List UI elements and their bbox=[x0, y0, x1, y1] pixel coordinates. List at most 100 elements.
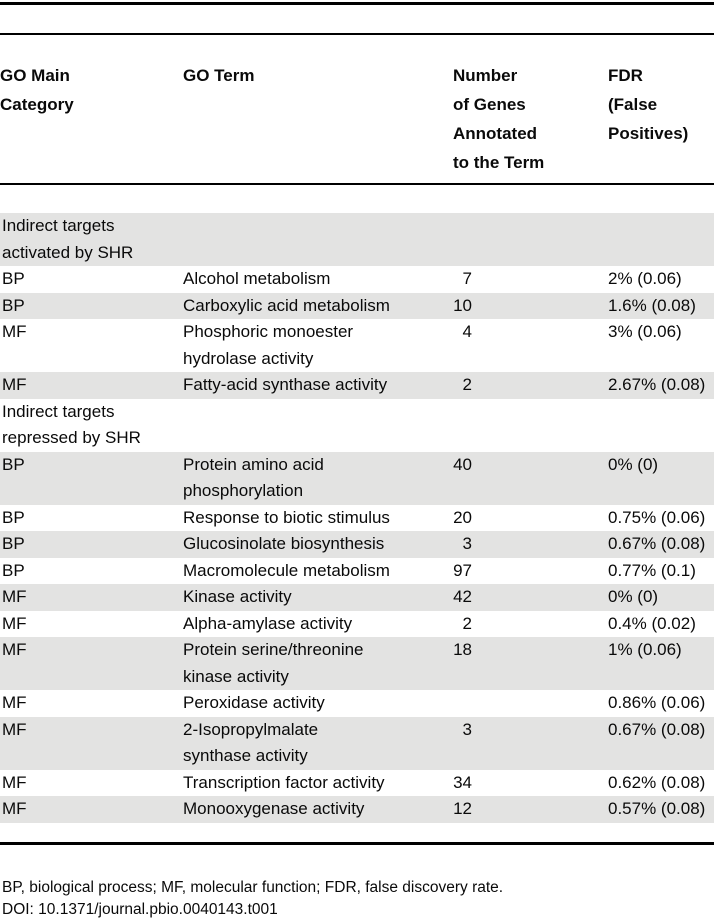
cell-category: BP bbox=[2, 560, 25, 580]
table-row: MF Protein serine/threonine kinase activi… bbox=[0, 637, 714, 690]
cell-fdr: 0.57% (0.08) bbox=[608, 799, 706, 818]
cell-fdr: 0% (0) bbox=[608, 587, 659, 606]
table-row: MF Transcription factor activity 34 0.62% (… bbox=[0, 770, 714, 797]
cell-category: MF bbox=[2, 799, 27, 818]
cell-genes: 2 bbox=[462, 375, 472, 394]
table-row: BP Macromolecule metabolism 97 0.77% (0.1) bbox=[0, 558, 714, 585]
cell-fdr: 0.77% (0.1) bbox=[608, 560, 696, 580]
cell-term: Response to biotic stimulus bbox=[183, 507, 390, 527]
cell-term: Fatty-acid synthase activity bbox=[183, 375, 388, 394]
cell-term: Macromolecule metabolism bbox=[183, 560, 390, 580]
cell-category: Indirect targets activated by SHR bbox=[2, 216, 134, 262]
table-row: MF Phosphoric monoester hydrolase activit… bbox=[0, 319, 714, 372]
cell-category: MF bbox=[2, 587, 27, 606]
cell-fdr: 0.75% (0.06) bbox=[608, 507, 706, 527]
cell-category: MF bbox=[2, 640, 27, 659]
cell-category: BP bbox=[2, 534, 25, 553]
cell-fdr: 3% (0.06) bbox=[608, 322, 682, 341]
cell-genes: 18 bbox=[453, 640, 472, 659]
table-row: MF Kinase activity 42 0% (0) bbox=[0, 584, 714, 611]
cell-genes: 7 bbox=[462, 269, 472, 288]
cell-fdr: 0.62% (0.08) bbox=[608, 772, 706, 792]
cell-genes: 3 bbox=[462, 719, 472, 739]
column-header-go-main-category: GO Main Category bbox=[0, 66, 74, 114]
table-row: MF Alpha-amylase activity 2 0.4% (0.02) bbox=[0, 611, 714, 638]
header-gap bbox=[0, 5, 714, 33]
table-row: BP Response to biotic stimulus 20 0.75% (0.… bbox=[0, 505, 714, 532]
table-header-row: GO Main Category GO Term Number of Genes… bbox=[0, 35, 714, 183]
cell-genes: 40 bbox=[453, 454, 472, 474]
section-header-row: Indirect targets repressed by SHR bbox=[0, 399, 714, 452]
table-row: MF 2-Isopropylmalate synthase activity 3 0.… bbox=[0, 716, 714, 770]
cell-genes bbox=[453, 399, 608, 452]
cell-fdr: 0.67% (0.08) bbox=[608, 719, 706, 739]
cell-category: Indirect targets repressed by SHR bbox=[2, 401, 141, 448]
table-bottom-rule bbox=[0, 841, 714, 845]
column-header-fdr: FDR (False Positives) bbox=[608, 66, 689, 143]
cell-term: Monooxygenase activity bbox=[183, 799, 365, 818]
cell-fdr: 2.67% (0.08) bbox=[608, 375, 706, 394]
cell-fdr: 0.67% (0.08) bbox=[608, 534, 706, 553]
cell-term: Alpha-amylase activity bbox=[183, 613, 353, 633]
cell-category: MF bbox=[2, 693, 27, 712]
table-footer: BP, biological process; MF, molecular fu… bbox=[0, 877, 714, 921]
table-row: MF Fatty-acid synthase activity 2 2.67% (0.… bbox=[0, 372, 714, 399]
cell-term: Kinase activity bbox=[183, 587, 292, 606]
cell-category: BP bbox=[2, 507, 25, 527]
table-row: BP Alcohol metabolism 7 2% (0.06) bbox=[0, 266, 714, 293]
cell-fdr: 0% (0) bbox=[608, 454, 659, 474]
cell-term: Protein amino acid phosphorylation bbox=[183, 454, 324, 501]
cell-category: MF bbox=[2, 719, 27, 739]
cell-fdr: 2% (0.06) bbox=[608, 269, 682, 288]
cell-term: Transcription factor activity bbox=[183, 772, 385, 792]
cell-fdr: 1% (0.06) bbox=[608, 640, 682, 659]
table-row: BP Glucosinolate biosynthesis 3 0.67% (0.08… bbox=[0, 531, 714, 558]
header-top-rule bbox=[0, 33, 714, 35]
abbreviations-note: BP, biological process; MF, molecular fu… bbox=[2, 878, 504, 896]
table-body: Indirect targets activated by SHR BP Alcoh… bbox=[0, 213, 714, 823]
cell-genes: 2 bbox=[462, 613, 472, 633]
cell-genes: 12 bbox=[453, 799, 472, 818]
cell-category: BP bbox=[2, 269, 25, 288]
cell-genes bbox=[453, 213, 608, 266]
cell-fdr: 0.86% (0.06) bbox=[608, 693, 706, 712]
cell-fdr bbox=[608, 213, 714, 266]
table-row: BP Carboxylic acid metabolism 10 1.6% (0.08… bbox=[0, 292, 714, 319]
cell-genes: 97 bbox=[453, 560, 472, 580]
doi-line: DOI: 10.1371/journal.pbio.0040143.t001 bbox=[2, 900, 278, 918]
column-header-go-term: GO Term bbox=[183, 66, 255, 85]
cell-genes bbox=[453, 690, 608, 717]
cell-category: MF bbox=[2, 375, 27, 394]
cell-term: Peroxidase activity bbox=[183, 693, 325, 712]
cell-genes: 10 bbox=[453, 295, 472, 315]
cell-genes: 4 bbox=[462, 322, 472, 341]
cell-genes: 34 bbox=[453, 772, 472, 792]
cell-term: Glucosinolate biosynthesis bbox=[183, 534, 385, 553]
header-bottom-rule bbox=[0, 183, 714, 185]
table-row: MF Peroxidase activity 0.86% (0.06) bbox=[0, 690, 714, 717]
cell-category: MF bbox=[2, 322, 27, 341]
cell-genes: 3 bbox=[462, 534, 472, 553]
cell-fdr bbox=[608, 399, 714, 452]
column-header-number-of-genes: Number of Genes Annotated to the Term bbox=[453, 66, 545, 172]
cell-term: Phosphoric monoester hydrolase activity bbox=[183, 322, 354, 368]
table-row: BP Protein amino acid phosphorylation 40 0%… bbox=[0, 451, 714, 505]
cell-category: BP bbox=[2, 295, 25, 315]
cell-genes: 42 bbox=[453, 587, 472, 606]
cell-fdr: 1.6% (0.08) bbox=[608, 295, 696, 315]
cell-term bbox=[183, 399, 453, 452]
body-bottom-gap bbox=[0, 823, 714, 842]
cell-category: BP bbox=[2, 454, 25, 474]
section-header-row: Indirect targets activated by SHR bbox=[0, 213, 714, 266]
cell-term: 2-Isopropylmalate synthase activity bbox=[183, 719, 319, 766]
table-row: MF Monooxygenase activity 12 0.57% (0.08) bbox=[0, 796, 714, 823]
cell-term: Carboxylic acid metabolism bbox=[183, 295, 390, 315]
table-top-rule bbox=[0, 2, 714, 5]
cell-term: Alcohol metabolism bbox=[183, 269, 331, 288]
cell-fdr: 0.4% (0.02) bbox=[608, 613, 696, 633]
cell-category: MF bbox=[2, 613, 27, 633]
cell-term: Protein serine/threonine kinase activity bbox=[183, 640, 364, 686]
cell-category: MF bbox=[2, 772, 27, 792]
cell-genes: 20 bbox=[453, 507, 472, 527]
